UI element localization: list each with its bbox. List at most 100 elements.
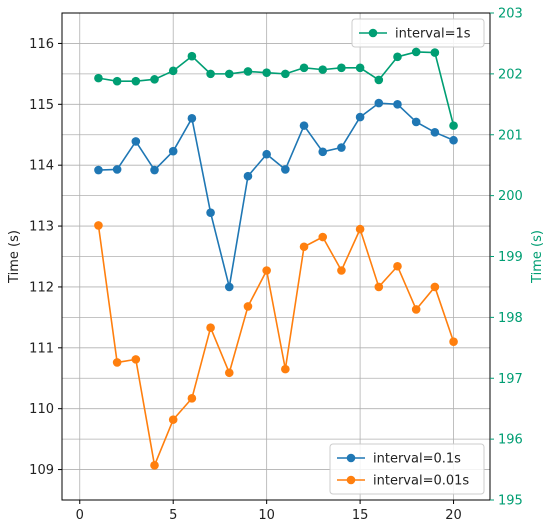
series-3-point bbox=[94, 73, 103, 83]
y-left-tick-label: 114 bbox=[29, 159, 54, 174]
series-1-point bbox=[281, 165, 290, 174]
legend-right-entry: interval=1s bbox=[395, 27, 471, 42]
x-tick-label: 15 bbox=[352, 508, 369, 523]
series-1-point bbox=[355, 112, 365, 122]
series-3-point bbox=[318, 65, 328, 74]
series-2-point bbox=[243, 302, 253, 311]
series-1-point bbox=[224, 282, 234, 292]
series-2-point bbox=[355, 224, 365, 234]
y-right-tick-label: 200 bbox=[498, 189, 523, 204]
series-3-point bbox=[224, 69, 234, 79]
legend-left-swatch-marker bbox=[346, 475, 356, 485]
y-right-tick-label: 195 bbox=[498, 494, 523, 509]
series-1-point bbox=[393, 100, 402, 109]
series-2-point bbox=[411, 305, 421, 314]
series-3-point bbox=[299, 63, 309, 73]
series-3-point bbox=[281, 69, 290, 79]
series-3-point bbox=[355, 63, 365, 73]
series-3-point bbox=[243, 67, 253, 76]
y-left-tick-label: 111 bbox=[29, 341, 54, 356]
series-line-1 bbox=[98, 102, 454, 288]
series-1-point bbox=[94, 165, 103, 175]
series-2-point bbox=[168, 415, 178, 424]
series-1-point bbox=[168, 146, 178, 156]
series-1-point bbox=[150, 165, 159, 175]
y-left-tick-label: 115 bbox=[29, 98, 54, 113]
y-left-tick-label: 116 bbox=[29, 37, 54, 52]
y-right-tick-label: 201 bbox=[498, 128, 523, 143]
series-2-point bbox=[393, 261, 402, 271]
series-1-point bbox=[243, 171, 253, 181]
series-3-point bbox=[206, 69, 215, 79]
series-3-point bbox=[150, 75, 159, 84]
legend-right-box bbox=[351, 18, 485, 48]
series-2-point bbox=[262, 266, 271, 275]
legend-left-swatch-marker bbox=[346, 453, 356, 463]
series-3-point bbox=[430, 48, 440, 57]
x-tick-label: 10 bbox=[258, 508, 275, 523]
grid-layer bbox=[62, 12, 490, 501]
series-2-point bbox=[281, 364, 290, 374]
series-2-point bbox=[318, 232, 328, 242]
series-2-point bbox=[374, 282, 384, 292]
series-2-point bbox=[94, 221, 103, 230]
x-tick-label: 20 bbox=[445, 508, 462, 523]
y-right-tick-label: 203 bbox=[498, 7, 523, 22]
series-1-point bbox=[299, 121, 309, 130]
series-1-point bbox=[112, 165, 122, 174]
legend-left-entry: interval=0.01s bbox=[373, 474, 469, 489]
y-left-tick-label: 113 bbox=[29, 220, 54, 235]
series-1-point bbox=[318, 147, 328, 157]
x-tick-label: 0 bbox=[76, 508, 84, 523]
y-right-tick-label: 196 bbox=[498, 433, 523, 448]
series-3-point bbox=[131, 76, 141, 86]
series-1-point bbox=[206, 208, 215, 217]
series-3-point bbox=[262, 68, 271, 77]
y-left-tick-label: 112 bbox=[29, 280, 54, 295]
axes-layer: 0 5 10 15 20 109 110 111 112 113 114 115 116 195 196 19… bbox=[7, 7, 545, 524]
series-layer bbox=[94, 47, 458, 470]
y-left-tick-label: 110 bbox=[29, 402, 54, 417]
legend-layer: interval=0.1s interval=0.01s interval=1s bbox=[329, 18, 485, 495]
series-2-point bbox=[187, 394, 197, 403]
series-1-point bbox=[131, 137, 141, 146]
y-right-tick-label: 197 bbox=[498, 372, 523, 387]
series-2-point bbox=[150, 461, 159, 470]
legend-left-entry: interval=0.1s bbox=[373, 452, 461, 467]
series-3-point bbox=[374, 75, 384, 85]
series-1-point bbox=[262, 149, 271, 159]
y-left-axis-label: Time (s) bbox=[7, 230, 22, 284]
series-2-point bbox=[430, 282, 440, 292]
series-3-point bbox=[393, 52, 402, 62]
series-2-point bbox=[449, 337, 458, 347]
series-2-point bbox=[206, 323, 215, 333]
legend-right-swatch-marker bbox=[368, 28, 378, 38]
y-left-tick-label: 109 bbox=[29, 463, 54, 478]
series-3-point bbox=[449, 121, 458, 130]
series-2-point bbox=[299, 242, 309, 252]
series-1-point bbox=[411, 117, 421, 127]
legend-left-box bbox=[329, 443, 485, 495]
series-3-point bbox=[411, 47, 421, 57]
series-3-point bbox=[168, 66, 178, 76]
series-1-point bbox=[374, 98, 384, 108]
series-1-point bbox=[187, 114, 197, 123]
y-right-tick-label: 202 bbox=[498, 67, 523, 82]
series-1-point bbox=[430, 128, 440, 137]
y-right-axis-label: Time (s) bbox=[530, 230, 545, 284]
series-2-point bbox=[224, 368, 234, 378]
series-2-point bbox=[112, 358, 122, 367]
series-line-2 bbox=[97, 225, 455, 467]
series-2-point bbox=[337, 266, 346, 275]
y-right-tick-label: 198 bbox=[498, 311, 523, 326]
series-1-point bbox=[337, 143, 346, 152]
series-3-point bbox=[187, 51, 197, 61]
series-2-point bbox=[131, 355, 141, 364]
y-right-tick-label: 199 bbox=[498, 250, 523, 265]
series-1-point bbox=[449, 135, 458, 145]
series-3-point bbox=[112, 76, 122, 86]
x-tick-label: 5 bbox=[169, 508, 177, 523]
series-line-3 bbox=[98, 51, 455, 126]
